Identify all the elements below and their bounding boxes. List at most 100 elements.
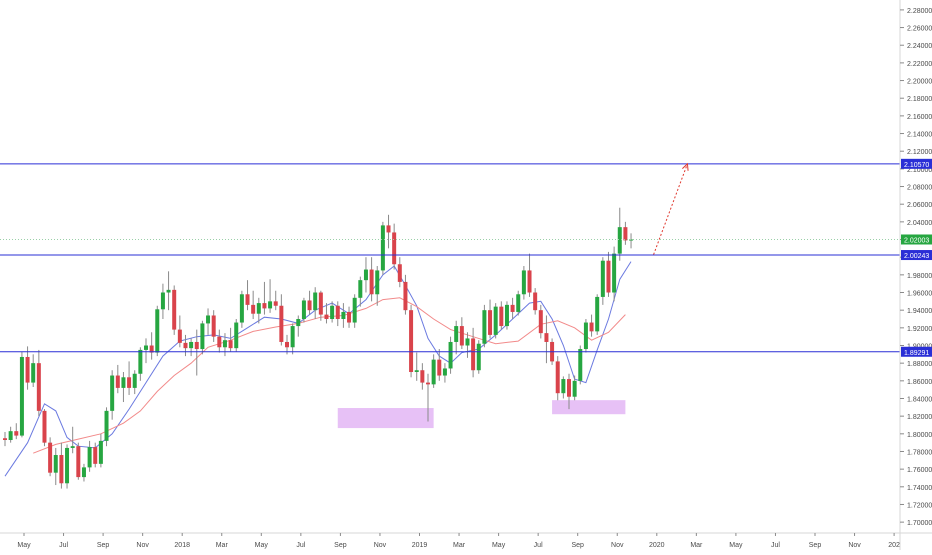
price-tick-label: 1.76000 [907,467,932,474]
candle [228,327,233,352]
support-zone-1 [337,408,434,429]
candle-body [606,260,611,293]
candle [87,440,92,472]
candle-body [392,232,397,265]
candle-body [375,270,380,295]
time-tick-label: Nov [136,542,149,549]
candle-body [561,379,566,394]
price-tick-label: 2.22000 [907,61,932,68]
time-tick-label: Sep [809,542,822,549]
candle [386,214,391,249]
candle [245,280,250,311]
price-axis[interactable]: 1.70000 1.72000 1.74000 1.76000 1.78000 1.800… [900,8,932,527]
candle [279,294,284,346]
time-tick-label: Jul [296,542,305,549]
time-tick-label: Jul [771,542,780,549]
candle [206,308,211,335]
candle [426,373,430,422]
candle-body [617,227,622,254]
candle-body [70,446,75,448]
candle-body [488,310,493,335]
candle [510,297,515,320]
price-tick-label: 1.98000 [907,273,932,280]
price-tick-label: 2.08000 [907,185,932,192]
candle [127,361,132,395]
candle-body [172,289,177,330]
candle [375,266,380,306]
candle [504,301,509,330]
candle-body [48,442,53,473]
level-price-tag-bg [901,158,932,169]
candle-body [521,270,526,295]
time-tick-label: Sep [97,542,110,549]
candle [623,221,628,245]
candle [363,257,368,293]
candle [465,332,470,358]
candle [454,320,459,355]
time-tick-label: Nov [848,542,861,549]
price-tick-label: 1.84000 [907,396,932,403]
level-price-tag: 2.10570 [904,162,929,169]
candle-body [115,375,120,388]
candle-body [595,296,600,332]
candle [166,271,171,311]
candle [144,338,148,364]
candle-body [347,311,352,323]
candle [561,376,566,399]
candle-body [533,292,538,311]
ma_fast-line [4,261,632,477]
candle [239,290,244,328]
candle [121,371,126,403]
candle-body [516,294,521,312]
candle [392,223,397,270]
candle [132,370,137,395]
candle [296,315,301,337]
candle-body [420,370,425,383]
arrow-shaft [653,163,688,255]
candle-body [538,310,543,334]
price-tick-label: 1.86000 [907,379,932,386]
candle [234,319,239,352]
candle-body [251,304,256,314]
price-tick-label: 2.24000 [907,43,932,50]
candle [448,336,453,374]
time-tick-label: 2019 [412,542,428,549]
candle [533,288,538,315]
candle [471,327,476,378]
candle [538,304,543,339]
candle [437,349,442,381]
candle-body [369,269,374,295]
candle-body [228,340,233,349]
candle-body [110,375,115,411]
price-tick-label: 2.14000 [907,132,932,139]
candle [48,437,53,477]
candle-body [42,410,47,443]
candle-body [194,341,199,350]
candle [341,303,346,328]
candle-body [36,363,41,411]
candle [93,442,98,468]
time-axis[interactable]: May Jul Sep Nov 2018 Mar May Jul Sep Nov 2019 Mar Ma… [17,533,900,549]
price-tick-label: 1.80000 [907,432,932,439]
candle [397,257,402,288]
candle [155,305,160,357]
candle-body [403,281,408,311]
candle [431,354,436,388]
time-tick-label: Nov [374,542,387,549]
candle-body [87,447,92,468]
candle-body [245,294,250,305]
price-tick-label: 1.94000 [907,308,932,315]
candle-body [98,440,103,464]
price-tick-label: 2.28000 [907,8,932,15]
candle-body [93,447,98,464]
time-tick-label: Jul [59,542,68,549]
candle [409,304,414,378]
candle [516,290,521,316]
candle-body [493,306,498,335]
candle [262,281,267,315]
candle-body [53,455,58,473]
price-tick-label: 2.26000 [907,26,932,33]
candle-body [572,380,577,397]
candle [347,306,352,328]
